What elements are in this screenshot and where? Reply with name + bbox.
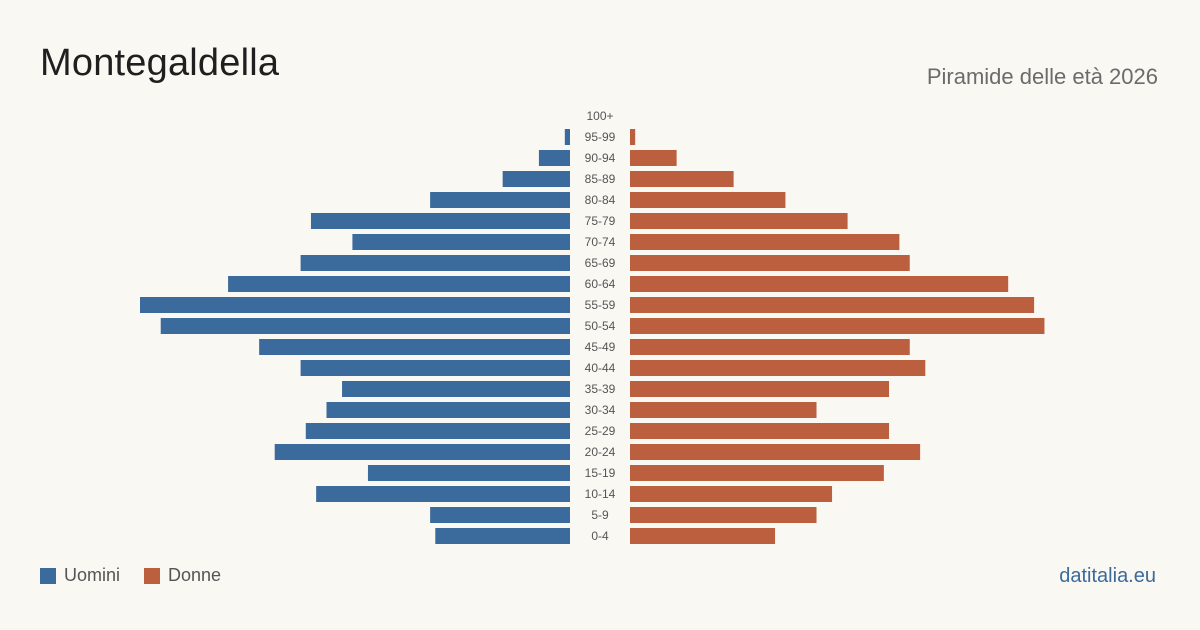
- age-label-60-64: 60-64: [585, 277, 616, 291]
- bar-women-50-54: [630, 318, 1045, 334]
- bar-women-70-74: [630, 234, 900, 250]
- bar-men-50-54: [160, 318, 570, 334]
- legend: Uomini Donne: [40, 565, 221, 586]
- age-label-100plus: 100+: [586, 109, 613, 123]
- bar-men-75-79: [310, 213, 570, 229]
- age-label-25-29: 25-29: [585, 424, 616, 438]
- bar-men-60-64: [228, 276, 570, 292]
- bar-men-25-29: [305, 423, 570, 439]
- bar-men-15-19: [367, 465, 570, 481]
- bar-women-10-14: [630, 486, 833, 502]
- age-label-5-9: 5-9: [591, 508, 609, 522]
- chart-subtitle: Piramide delle età 2026: [926, 64, 1158, 89]
- age-label-90-94: 90-94: [585, 151, 616, 165]
- bar-men-45-49: [259, 339, 570, 355]
- age-label-55-59: 55-59: [585, 298, 616, 312]
- age-label-30-34: 30-34: [585, 403, 616, 417]
- age-label-50-54: 50-54: [585, 319, 616, 333]
- bar-men-90-94: [538, 150, 570, 166]
- bar-women-55-59: [630, 297, 1035, 313]
- source-link[interactable]: datitalia.eu: [1059, 565, 1156, 587]
- age-label-40-44: 40-44: [585, 361, 616, 375]
- age-label-70-74: 70-74: [585, 235, 616, 249]
- bar-women-30-34: [630, 402, 817, 418]
- age-label-80-84: 80-84: [585, 193, 616, 207]
- bar-men-85-89: [502, 171, 570, 187]
- legend-item-men: Uomini: [40, 565, 120, 586]
- bar-women-75-79: [630, 213, 848, 229]
- bar-men-65-69: [300, 255, 570, 271]
- age-label-35-39: 35-39: [585, 382, 616, 396]
- age-label-75-79: 75-79: [585, 214, 616, 228]
- page-title: Montegaldella: [40, 42, 280, 84]
- age-label-20-24: 20-24: [585, 445, 616, 459]
- bar-women-20-24: [630, 444, 921, 460]
- women-bars: [630, 129, 1045, 544]
- bar-women-25-29: [630, 423, 890, 439]
- age-label-85-89: 85-89: [585, 172, 616, 186]
- bar-women-85-89: [630, 171, 734, 187]
- bar-men-5-9: [430, 507, 570, 523]
- men-bars: [140, 129, 570, 544]
- bar-men-80-84: [430, 192, 570, 208]
- bar-men-0-4: [435, 528, 570, 544]
- bar-women-45-49: [630, 339, 910, 355]
- bar-men-95-99: [564, 129, 570, 145]
- bar-men-55-59: [140, 297, 570, 313]
- bar-men-30-34: [326, 402, 570, 418]
- bar-men-35-39: [342, 381, 570, 397]
- bar-men-40-44: [300, 360, 570, 376]
- legend-label-women: Donne: [168, 565, 222, 585]
- age-label-65-69: 65-69: [585, 256, 616, 270]
- bar-women-15-19: [630, 465, 884, 481]
- bar-women-5-9: [630, 507, 817, 523]
- legend-item-women: Donne: [144, 565, 221, 586]
- legend-label-men: Uomini: [64, 565, 121, 585]
- bar-women-80-84: [630, 192, 786, 208]
- age-label-0-4: 0-4: [591, 529, 609, 543]
- bar-women-60-64: [630, 276, 1009, 292]
- bar-men-20-24: [274, 444, 570, 460]
- bar-women-35-39: [630, 381, 890, 397]
- age-label-45-49: 45-49: [585, 340, 616, 354]
- bar-men-10-14: [316, 486, 570, 502]
- bar-women-40-44: [630, 360, 926, 376]
- age-label-15-19: 15-19: [585, 466, 616, 480]
- bar-women-65-69: [630, 255, 910, 271]
- age-labels: 100+ 95-99 90-94 85-89 80-84 75-79 70-74 65-69 6…: [585, 109, 616, 543]
- legend-swatch-women: [144, 567, 161, 584]
- legend-swatch-men: [40, 567, 56, 584]
- bar-women-90-94: [630, 150, 677, 166]
- age-label-10-14: 10-14: [585, 487, 616, 501]
- bar-women-95-99: [630, 129, 636, 145]
- age-label-95-99: 95-99: [585, 130, 616, 144]
- bar-women-0-4: [630, 528, 776, 544]
- bar-men-70-74: [352, 234, 570, 250]
